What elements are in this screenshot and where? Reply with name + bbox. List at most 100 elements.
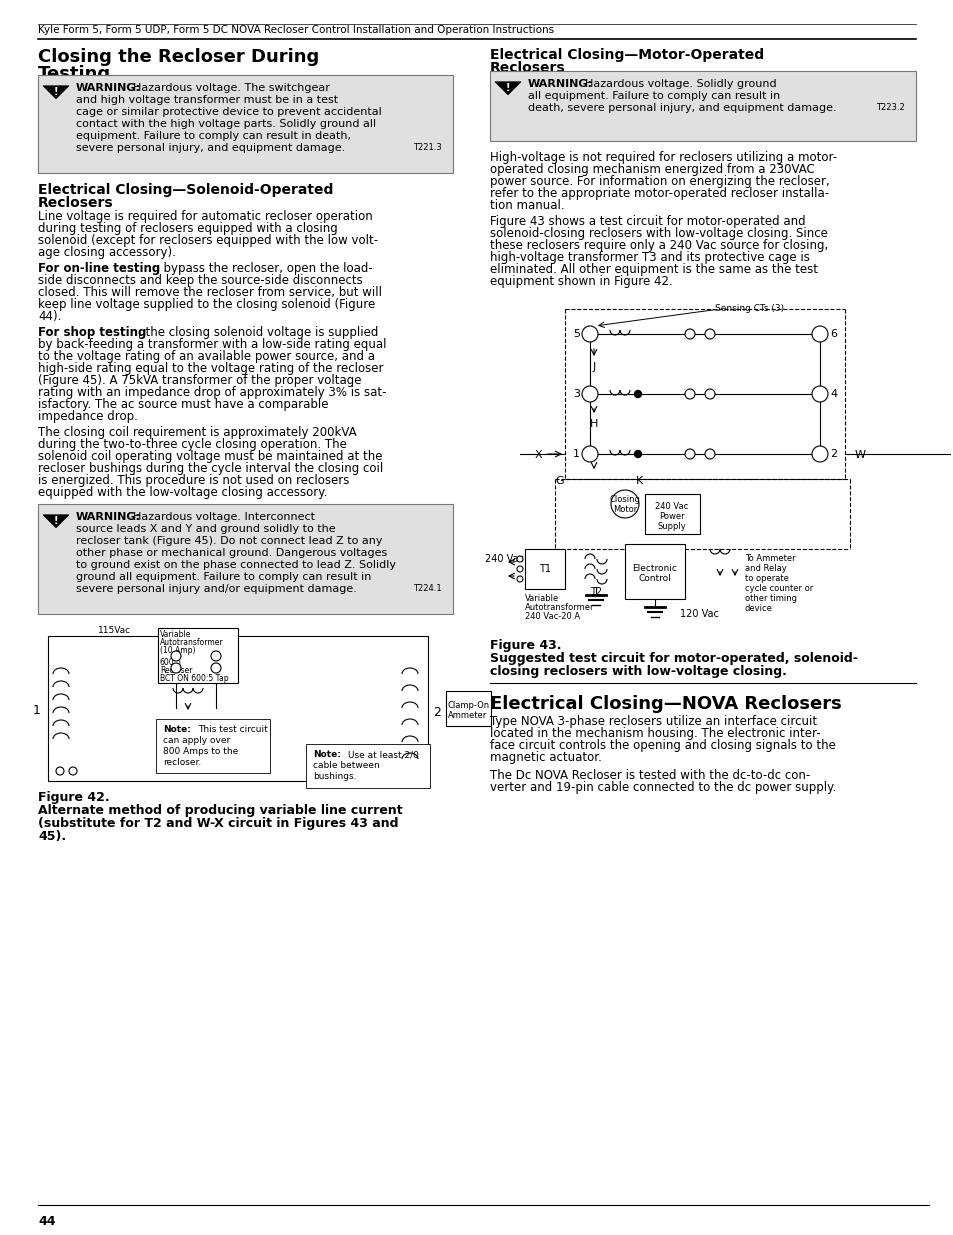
Text: recloser tank (Figure 45). Do not connect lead Z to any: recloser tank (Figure 45). Do not connec… (76, 536, 382, 546)
Text: Variable: Variable (524, 594, 558, 603)
Text: Note:: Note: (163, 725, 191, 734)
Text: For shop testing: For shop testing (38, 326, 146, 338)
Text: Suggested test circuit for motor-operated, solenoid-: Suggested test circuit for motor-operate… (490, 652, 857, 664)
Text: H: H (589, 419, 598, 429)
Text: 1: 1 (573, 450, 579, 459)
Text: Variable: Variable (160, 630, 192, 638)
FancyBboxPatch shape (38, 504, 453, 614)
Text: Type NOVA 3-phase reclosers utilize an interface circuit: Type NOVA 3-phase reclosers utilize an i… (490, 715, 817, 727)
Text: bushings.: bushings. (313, 772, 356, 781)
Text: solenoid (except for reclosers equipped with the low volt-: solenoid (except for reclosers equipped … (38, 233, 377, 247)
Circle shape (704, 450, 714, 459)
Text: these reclosers require only a 240 Vac source for closing,: these reclosers require only a 240 Vac s… (490, 240, 827, 252)
Text: face circuit controls the opening and closing signals to the: face circuit controls the opening and cl… (490, 739, 835, 752)
FancyBboxPatch shape (624, 543, 684, 599)
Text: Motor: Motor (612, 505, 637, 514)
Text: 240 Vac: 240 Vac (484, 555, 523, 564)
Circle shape (610, 490, 639, 517)
Circle shape (581, 326, 598, 342)
Text: Control: Control (638, 574, 671, 583)
Text: Figure 43.: Figure 43. (490, 638, 561, 652)
Text: Autotransformer: Autotransformer (524, 603, 594, 613)
Circle shape (581, 387, 598, 403)
FancyBboxPatch shape (490, 70, 915, 141)
Text: 44).: 44). (38, 310, 61, 324)
Text: 800 Amps to the: 800 Amps to the (163, 747, 238, 756)
Text: recloser.: recloser. (163, 758, 201, 767)
Text: during the two-to-three cycle closing operation. The: during the two-to-three cycle closing op… (38, 438, 347, 451)
Text: To Ammeter: To Ammeter (744, 555, 795, 563)
Circle shape (517, 576, 522, 582)
Circle shape (171, 663, 181, 673)
Text: tion manual.: tion manual. (490, 199, 564, 212)
Text: (10 Amp): (10 Amp) (160, 646, 195, 655)
Text: equipment shown in Figure 42.: equipment shown in Figure 42. (490, 275, 672, 288)
Text: operated closing mechanism energized from a 230VAC: operated closing mechanism energized fro… (490, 163, 814, 177)
Text: Note:: Note: (313, 750, 340, 760)
Text: severe personal injury and/or equipment damage.: severe personal injury and/or equipment … (76, 584, 356, 594)
Text: Figure 43 shows a test circuit for motor-operated and: Figure 43 shows a test circuit for motor… (490, 215, 804, 228)
Text: Electrical Closing—Motor-Operated: Electrical Closing—Motor-Operated (490, 48, 763, 62)
Text: !: ! (53, 88, 58, 98)
Text: high-voltage transformer T3 and its protective cage is: high-voltage transformer T3 and its prot… (490, 251, 809, 264)
Text: cage or similar protective device to prevent accidental: cage or similar protective device to pre… (76, 107, 381, 117)
Text: is energized. This procedure is not used on reclosers: is energized. This procedure is not used… (38, 474, 349, 487)
Text: solenoid coil operating voltage must be maintained at the: solenoid coil operating voltage must be … (38, 450, 382, 463)
Text: and Relay: and Relay (744, 564, 786, 573)
Text: other timing: other timing (744, 594, 796, 603)
FancyBboxPatch shape (306, 743, 430, 788)
Text: Recloser: Recloser (160, 666, 193, 676)
Text: Clamp-On: Clamp-On (448, 701, 490, 710)
Text: (Figure 45). A 75kVA transformer of the proper voltage: (Figure 45). A 75kVA transformer of the … (38, 374, 361, 387)
Circle shape (171, 651, 181, 661)
Text: ground all equipment. Failure to comply can result in: ground all equipment. Failure to comply … (76, 572, 371, 582)
Text: BCT ON 600:5 Tap: BCT ON 600:5 Tap (160, 674, 229, 683)
Text: T1: T1 (538, 564, 551, 574)
Polygon shape (495, 82, 520, 95)
Text: Electrical Closing—Solenoid-Operated: Electrical Closing—Solenoid-Operated (38, 183, 333, 198)
Text: all equipment. Failure to comply can result in: all equipment. Failure to comply can res… (527, 91, 780, 101)
Text: Electronic: Electronic (632, 564, 677, 573)
Text: T224.1: T224.1 (413, 584, 441, 593)
FancyBboxPatch shape (446, 692, 491, 726)
Text: Closing the Recloser During: Closing the Recloser During (38, 48, 319, 65)
Text: 2: 2 (829, 450, 836, 459)
Text: Reclosers: Reclosers (490, 61, 565, 75)
Text: severe personal injury, and equipment damage.: severe personal injury, and equipment da… (76, 143, 345, 153)
Circle shape (684, 450, 695, 459)
Text: Sensing CTs (3): Sensing CTs (3) (714, 304, 783, 312)
Text: 45).: 45). (38, 830, 66, 844)
Text: K: K (636, 475, 643, 487)
Text: high-side rating equal to the voltage rating of the recloser: high-side rating equal to the voltage ra… (38, 362, 383, 375)
Text: 4: 4 (829, 389, 836, 399)
Text: Power: Power (659, 513, 684, 521)
Text: death, severe personal injury, and equipment damage.: death, severe personal injury, and equip… (527, 103, 836, 112)
Text: , the closing solenoid voltage is supplied: , the closing solenoid voltage is suppli… (138, 326, 378, 338)
Text: T2: T2 (589, 587, 601, 597)
Circle shape (634, 390, 640, 398)
Text: Reclosers: Reclosers (38, 196, 113, 210)
FancyBboxPatch shape (644, 494, 700, 534)
Text: 600:5: 600:5 (160, 658, 182, 667)
Text: Alternate method of producing variable line current: Alternate method of producing variable l… (38, 804, 402, 818)
Text: WARNING:: WARNING: (527, 79, 593, 89)
Circle shape (634, 451, 640, 457)
Text: side disconnects and keep the source-side disconnects: side disconnects and keep the source-sid… (38, 274, 362, 287)
Text: cable between: cable between (313, 761, 379, 769)
Text: isfactory. The ac source must have a comparable: isfactory. The ac source must have a com… (38, 398, 328, 411)
Text: refer to the appropriate motor-operated recloser installa-: refer to the appropriate motor-operated … (490, 186, 828, 200)
Text: equipment. Failure to comply can result in death,: equipment. Failure to comply can result … (76, 131, 351, 141)
Text: 2: 2 (433, 706, 440, 719)
Text: age closing accessory).: age closing accessory). (38, 246, 175, 259)
FancyBboxPatch shape (156, 719, 270, 773)
Text: Kyle Form 5, Form 5 UDP, Form 5 DC NOVA Recloser Control Installation and Operat: Kyle Form 5, Form 5 UDP, Form 5 DC NOVA … (38, 25, 554, 35)
FancyBboxPatch shape (524, 550, 564, 589)
Text: Autotransformer: Autotransformer (160, 638, 223, 647)
Circle shape (684, 329, 695, 338)
Text: For on-line testing: For on-line testing (38, 262, 160, 275)
Text: 44: 44 (38, 1215, 55, 1228)
Text: 6: 6 (829, 329, 836, 338)
Circle shape (69, 767, 77, 776)
Text: recloser bushings during the cycle interval the closing coil: recloser bushings during the cycle inter… (38, 462, 383, 475)
Text: High-voltage is not required for reclosers utilizing a motor-: High-voltage is not required for reclose… (490, 151, 836, 164)
